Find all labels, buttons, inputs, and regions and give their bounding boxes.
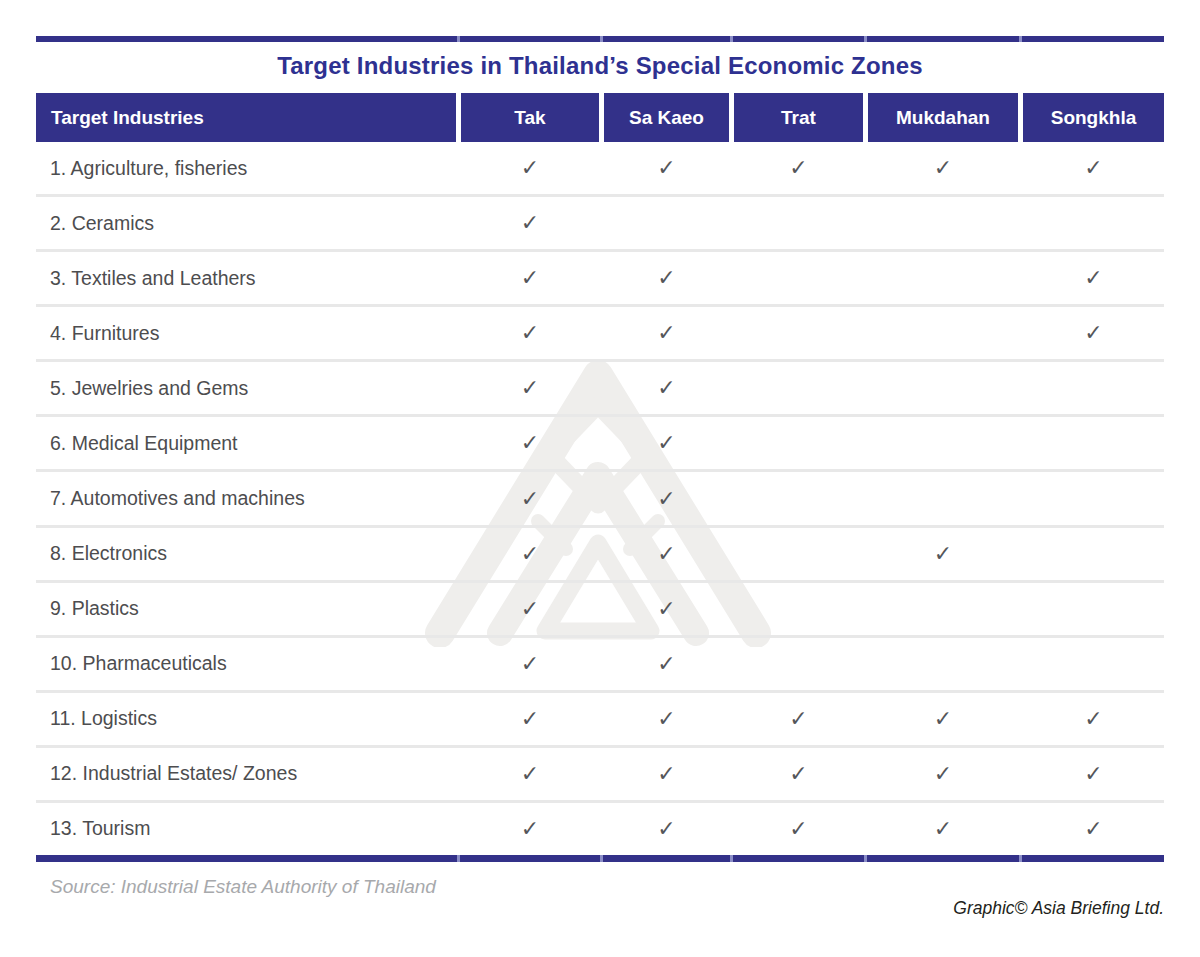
industry-label: 9. Plastics [36, 597, 456, 620]
table-row: 9. Plastics✓✓ [36, 580, 1164, 635]
check-icon: ✓ [604, 598, 729, 620]
table-row: 13. Tourism✓✓✓✓✓ [36, 800, 1164, 855]
bottom-accent-bar [36, 855, 1164, 862]
check-icon: ✓ [734, 157, 863, 179]
table-row: 3. Textiles and Leathers✓✓✓ [36, 249, 1164, 304]
industry-label: 1. Agriculture, fisheries [36, 157, 456, 180]
check-icon: ✓ [461, 157, 599, 179]
check-icon: ✓ [461, 708, 599, 730]
check-icon: ✓ [461, 653, 599, 675]
table-row: 2. Ceramics✓ [36, 194, 1164, 249]
check-icon: ✓ [604, 763, 729, 785]
graphic-credit: Graphic© Asia Briefing Ltd. [953, 898, 1164, 919]
industry-label: 3. Textiles and Leathers [36, 267, 456, 290]
page-title: Target Industries in Thailand’s Special … [36, 52, 1164, 80]
table-row: 7. Automotives and machines✓✓ [36, 469, 1164, 524]
column-header-tak: Tak [461, 93, 599, 142]
industry-label: 6. Medical Equipment [36, 432, 456, 455]
check-icon: ✓ [734, 763, 863, 785]
industry-label: 7. Automotives and machines [36, 487, 456, 510]
table-row: 1. Agriculture, fisheries✓✓✓✓✓ [36, 142, 1164, 194]
table-row: 12. Industrial Estates/ Zones✓✓✓✓✓ [36, 745, 1164, 800]
check-icon: ✓ [604, 157, 729, 179]
industry-label: 10. Pharmaceuticals [36, 652, 456, 675]
check-icon: ✓ [734, 818, 863, 840]
industry-label: 8. Electronics [36, 542, 456, 565]
check-icon: ✓ [604, 432, 729, 454]
check-icon: ✓ [1023, 818, 1164, 840]
source-attribution: Source: Industrial Estate Authority of T… [50, 876, 436, 898]
check-icon: ✓ [604, 543, 729, 565]
table-body: 1. Agriculture, fisheries✓✓✓✓✓2. Ceramic… [36, 142, 1164, 855]
column-header-mukdahan: Mukdahan [868, 93, 1018, 142]
table-row: 8. Electronics✓✓✓ [36, 525, 1164, 580]
industry-label: 13. Tourism [36, 817, 456, 840]
check-icon: ✓ [461, 598, 599, 620]
check-icon: ✓ [734, 708, 863, 730]
check-icon: ✓ [461, 432, 599, 454]
industry-label: 11. Logistics [36, 707, 456, 730]
check-icon: ✓ [1023, 708, 1164, 730]
check-icon: ✓ [604, 818, 729, 840]
check-icon: ✓ [604, 377, 729, 399]
check-icon: ✓ [604, 653, 729, 675]
check-icon: ✓ [1023, 322, 1164, 344]
column-header-sa-kaeo: Sa Kaeo [604, 93, 729, 142]
column-header-songkhla: Songkhla [1023, 93, 1164, 142]
check-icon: ✓ [1023, 157, 1164, 179]
check-icon: ✓ [868, 763, 1018, 785]
infographic-page: Target Industries in Thailand’s Special … [0, 0, 1200, 957]
check-icon: ✓ [604, 322, 729, 344]
check-icon: ✓ [461, 818, 599, 840]
check-icon: ✓ [1023, 267, 1164, 289]
check-icon: ✓ [461, 322, 599, 344]
check-icon: ✓ [461, 267, 599, 289]
column-header-target-industries: Target Industries [36, 93, 456, 142]
table-row: 6. Medical Equipment✓✓ [36, 414, 1164, 469]
check-icon: ✓ [461, 488, 599, 510]
check-icon: ✓ [461, 763, 599, 785]
check-icon: ✓ [604, 708, 729, 730]
check-icon: ✓ [604, 488, 729, 510]
check-icon: ✓ [461, 377, 599, 399]
check-icon: ✓ [604, 267, 729, 289]
check-icon: ✓ [868, 708, 1018, 730]
table-row: 11. Logistics✓✓✓✓✓ [36, 690, 1164, 745]
table-row: 10. Pharmaceuticals✓✓ [36, 635, 1164, 690]
industry-label: 12. Industrial Estates/ Zones [36, 762, 456, 785]
check-icon: ✓ [461, 212, 599, 234]
top-accent-bar [36, 36, 1164, 42]
check-icon: ✓ [461, 543, 599, 565]
industry-label: 4. Furnitures [36, 322, 456, 345]
industry-label: 2. Ceramics [36, 212, 456, 235]
check-icon: ✓ [868, 818, 1018, 840]
table-row: 4. Furnitures✓✓✓ [36, 304, 1164, 359]
column-header-trat: Trat [734, 93, 863, 142]
check-icon: ✓ [868, 157, 1018, 179]
table-row: 5. Jewelries and Gems✓✓ [36, 359, 1164, 414]
industry-label: 5. Jewelries and Gems [36, 377, 456, 400]
check-icon: ✓ [1023, 763, 1164, 785]
table-header-row: Target Industries TakSa KaeoTratMukdahan… [36, 93, 1164, 142]
check-icon: ✓ [868, 543, 1018, 565]
